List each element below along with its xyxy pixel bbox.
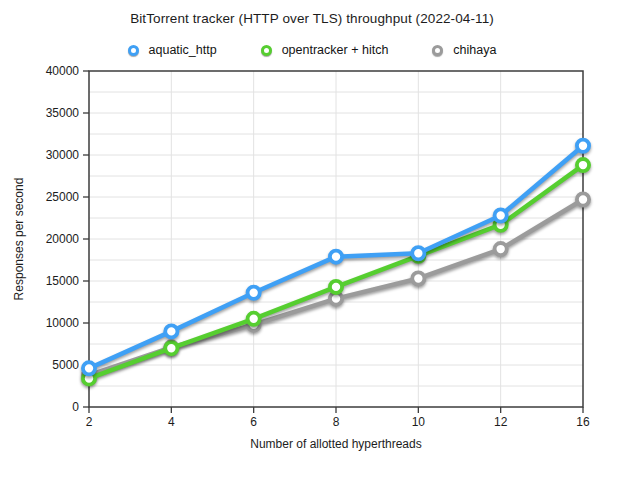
svg-text:16: 16: [576, 415, 590, 429]
data-point-marker: [248, 313, 260, 325]
svg-text:40000: 40000: [46, 64, 80, 78]
data-point-marker: [248, 287, 260, 299]
x-axis-title: Number of allotted hyperthreads: [89, 437, 583, 451]
svg-text:20000: 20000: [46, 232, 80, 246]
data-point-marker: [165, 342, 177, 354]
svg-text:5000: 5000: [52, 358, 79, 372]
gridlines: [89, 71, 583, 407]
x-tick-labels: 2 4 6 8 10 12 16: [86, 415, 590, 429]
y-axis-title: Responses per second: [12, 139, 26, 339]
svg-text:12: 12: [494, 415, 508, 429]
svg-text:10000: 10000: [46, 316, 80, 330]
throughput-chart: BitTorrent tracker (HTTP over TLS) throu…: [0, 0, 624, 477]
data-point-marker: [330, 251, 342, 263]
svg-text:6: 6: [250, 415, 257, 429]
data-point-marker: [412, 272, 424, 284]
y-tick-labels: 0 5000 10000 15000 20000 25000 30000 35000 40000: [46, 64, 80, 414]
data-point-marker: [577, 193, 589, 205]
svg-text:15000: 15000: [46, 274, 80, 288]
svg-text:25000: 25000: [46, 190, 80, 204]
svg-text:0: 0: [72, 400, 79, 414]
chart-plot-area: 0 5000 10000 15000 20000 25000 30000 35000 40000…: [0, 0, 624, 477]
axis-ticks: [83, 71, 583, 413]
data-point-marker: [577, 159, 589, 171]
data-point-marker: [330, 281, 342, 293]
svg-text:8: 8: [333, 415, 340, 429]
svg-text:35000: 35000: [46, 106, 80, 120]
svg-text:30000: 30000: [46, 148, 80, 162]
data-point-marker: [83, 362, 95, 374]
svg-text:2: 2: [86, 415, 93, 429]
svg-text:10: 10: [412, 415, 426, 429]
data-point-marker: [412, 247, 424, 259]
data-point-marker: [495, 209, 507, 221]
data-point-marker: [577, 140, 589, 152]
data-point-marker: [165, 325, 177, 337]
data-point-marker: [495, 243, 507, 255]
svg-text:4: 4: [168, 415, 175, 429]
